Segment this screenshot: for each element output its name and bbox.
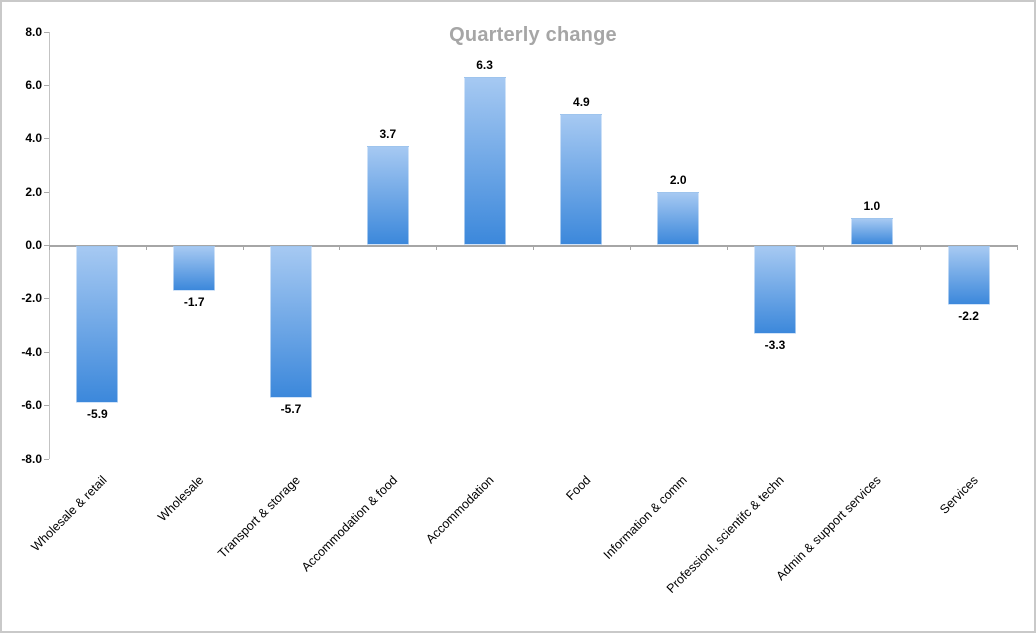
bar-transport-storage <box>270 246 312 399</box>
chart-title: Quarterly change <box>449 24 617 46</box>
y-axis-tick-label: 6.0 <box>25 77 42 92</box>
x-axis-tick-mark <box>242 245 244 250</box>
x-axis-label-food: Food <box>563 473 594 504</box>
y-axis-tick-label: 0.0 <box>25 238 42 252</box>
bar-information-comm <box>657 191 700 245</box>
x-axis-tick-mark <box>726 245 728 250</box>
x-axis-tick-mark <box>436 245 438 250</box>
y-axis-tick-label: -2.0 <box>21 291 42 306</box>
y-axis-tick-label: -8.0 <box>21 451 42 466</box>
x-axis-tick-mark <box>920 245 922 250</box>
y-axis-tick-mark <box>44 191 49 193</box>
x-axis-tick-mark <box>629 245 631 250</box>
bar-value-label: 6.3 <box>476 57 493 72</box>
y-axis-tick-label: -6.0 <box>21 398 42 413</box>
x-axis-label-professionl-scientifc-techn: Professionl, scientifc & techn <box>664 473 787 596</box>
x-axis-label-services: Services <box>936 473 981 517</box>
x-axis-tick-mark <box>339 245 341 250</box>
bar-accommodation <box>463 76 506 245</box>
bar-value-label: -3.3 <box>764 338 786 353</box>
bar-value-label: 3.7 <box>379 127 397 142</box>
bar-value-label: -5.9 <box>87 407 108 422</box>
bar-admin-support-services <box>850 218 893 245</box>
bar-value-label: 4.9 <box>573 95 590 110</box>
y-axis-tick-mark <box>44 31 49 33</box>
x-axis-label-wholesale: Wholesale <box>154 473 207 525</box>
bar-value-label: -2.2 <box>958 308 979 323</box>
bar-value-label: -1.7 <box>183 295 205 310</box>
x-axis-label-accommodation: Accommodation <box>423 473 497 547</box>
bar-accommodation-food <box>366 146 409 245</box>
y-axis-tick-mark <box>44 351 49 353</box>
bar-food <box>560 114 603 245</box>
x-axis-label-admin-support-services: Admin & support services <box>773 473 884 584</box>
y-axis-tick-label: -4.0 <box>21 344 42 359</box>
y-axis-tick-mark <box>44 138 49 140</box>
y-axis-tick-label: 8.0 <box>25 24 42 39</box>
x-axis-label-wholesale-retail: Wholesale & retail <box>28 473 110 555</box>
y-axis-tick-mark <box>44 458 49 460</box>
bar-professionl-scientifc-techn <box>754 246 796 335</box>
x-axis-tick-mark <box>145 245 147 250</box>
x-axis-tick-mark <box>533 245 534 250</box>
y-axis-tick-label: 2.0 <box>25 184 42 199</box>
bar-value-label: 1.0 <box>863 199 881 214</box>
y-axis-tick-mark <box>44 298 49 300</box>
y-axis-tick-mark <box>44 245 49 246</box>
x-axis-tick-mark <box>1017 245 1018 250</box>
bar-wholesale-retail <box>76 246 119 404</box>
x-axis-label-information-comm: Information & comm <box>601 473 691 562</box>
x-axis-tick-mark <box>49 245 50 250</box>
y-axis-tick-label: 4.0 <box>25 131 42 146</box>
bar-services <box>947 246 990 305</box>
x-axis-tick-mark <box>823 245 825 250</box>
bar-value-label: 2.0 <box>669 172 687 187</box>
x-axis-label-accommodation-food: Accommodation & food <box>298 473 400 575</box>
x-axis-label-transport-storage: Transport & storage <box>215 473 303 561</box>
y-axis-tick-mark <box>44 405 49 407</box>
y-axis-tick-mark <box>44 84 49 86</box>
bar-wholesale <box>173 246 216 292</box>
bar-value-label: -5.7 <box>280 402 302 417</box>
